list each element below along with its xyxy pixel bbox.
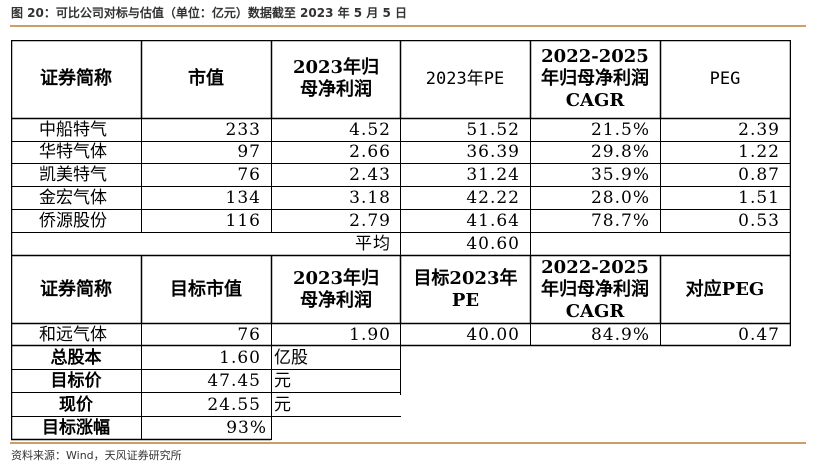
table-row-np: 2.79 bbox=[349, 211, 391, 231]
target-row-cagr: 84.9% bbox=[590, 325, 650, 345]
col-header-name: 证券简称 bbox=[40, 68, 112, 89]
average-label: 平均 bbox=[355, 234, 391, 254]
summary-value: 1.60 bbox=[219, 348, 261, 368]
table-row-name: 中船特气 bbox=[39, 120, 107, 140]
target-header-cagr: 2022-2025年归母净利润CAGR bbox=[541, 256, 649, 322]
table-row-pe: 36.39 bbox=[466, 142, 520, 162]
valuation-table: 证券简称 市值 2023年归母净利润 2023年PE 2022-2025年归母净… bbox=[11, 40, 791, 441]
summary-label: 目标涨幅 bbox=[42, 418, 110, 438]
table-row-np: 2.43 bbox=[349, 165, 391, 185]
table-row-np: 2.66 bbox=[349, 142, 391, 162]
table-row-pe: 42.22 bbox=[466, 188, 520, 208]
table-row-np: 3.18 bbox=[349, 188, 391, 208]
table-row-cagr: 28.0% bbox=[590, 188, 650, 208]
summary-value: 24.55 bbox=[207, 395, 261, 415]
table-row-name: 侨源股份 bbox=[39, 211, 107, 231]
table-row-np: 4.52 bbox=[349, 120, 391, 140]
table-row-mv: 76 bbox=[237, 165, 261, 185]
col-header-pe: 2023年PE bbox=[425, 69, 505, 89]
table-row-pe: 31.24 bbox=[466, 165, 520, 185]
table-row-mv: 97 bbox=[237, 142, 261, 162]
target-row-name: 和远气体 bbox=[39, 325, 107, 345]
table-row-peg: 0.53 bbox=[738, 211, 780, 231]
target-row-mv: 76 bbox=[237, 325, 261, 345]
table-row-pe: 41.64 bbox=[466, 211, 520, 231]
summary-unit: 亿股 bbox=[274, 348, 308, 368]
table-row-cagr: 29.8% bbox=[590, 142, 650, 162]
col-header-net-profit: 2023年归母净利润 bbox=[292, 57, 380, 100]
target-header-pe: 目标2023年PE bbox=[413, 267, 518, 311]
table-row-mv: 116 bbox=[225, 211, 261, 231]
summary-unit: 元 bbox=[274, 395, 291, 415]
summary-label: 目标价 bbox=[50, 371, 102, 391]
average-pe-value: 40.60 bbox=[466, 234, 520, 254]
table-row-peg: 2.39 bbox=[738, 120, 780, 140]
table-gridlines bbox=[11, 40, 791, 441]
caption-rule bbox=[10, 25, 806, 27]
table-row-mv: 134 bbox=[225, 188, 261, 208]
col-header-peg: PEG bbox=[709, 69, 741, 89]
table-row-cagr: 78.7% bbox=[590, 211, 650, 231]
source-note: 资料来源：Wind，天风证券研究所 bbox=[11, 449, 182, 462]
summary-unit: 元 bbox=[274, 371, 291, 391]
summary-label: 总股本 bbox=[50, 348, 102, 368]
summary-label: 现价 bbox=[59, 395, 93, 415]
target-header-market-value: 目标市值 bbox=[170, 278, 242, 300]
table-row-peg: 1.51 bbox=[738, 188, 780, 208]
table-row-name: 金宏气体 bbox=[39, 188, 107, 208]
table-row-name: 华特气体 bbox=[39, 142, 107, 162]
col-header-market-value: 市值 bbox=[188, 68, 224, 89]
target-header-name: 证券简称 bbox=[40, 278, 112, 300]
target-header-peg: 对应PEG bbox=[685, 278, 765, 300]
target-row-pe: 40.00 bbox=[466, 325, 520, 345]
table-row-pe: 51.52 bbox=[466, 120, 520, 140]
table-row-cagr: 35.9% bbox=[590, 165, 650, 185]
col-header-cagr: 2022-2025年归母净利润CAGR bbox=[541, 46, 649, 111]
table-row-mv: 233 bbox=[225, 120, 261, 140]
summary-value: 47.45 bbox=[207, 371, 261, 391]
summary-value: 93% bbox=[226, 418, 267, 438]
table-row-cagr: 21.5% bbox=[590, 120, 650, 140]
target-row-np: 1.90 bbox=[349, 325, 391, 345]
table-row-peg: 1.22 bbox=[738, 142, 780, 162]
target-header-net-profit: 2023年归母净利润 bbox=[292, 267, 380, 311]
table-row-peg: 0.87 bbox=[738, 165, 780, 185]
figure-caption: 图 20：可比公司对标与估值（单位：亿元）数据截至 2023 年 5 月 5 日 bbox=[11, 6, 408, 20]
footer-rule bbox=[10, 442, 806, 444]
table-row-name: 凯美特气 bbox=[39, 165, 107, 185]
target-row-peg: 0.47 bbox=[738, 325, 780, 345]
